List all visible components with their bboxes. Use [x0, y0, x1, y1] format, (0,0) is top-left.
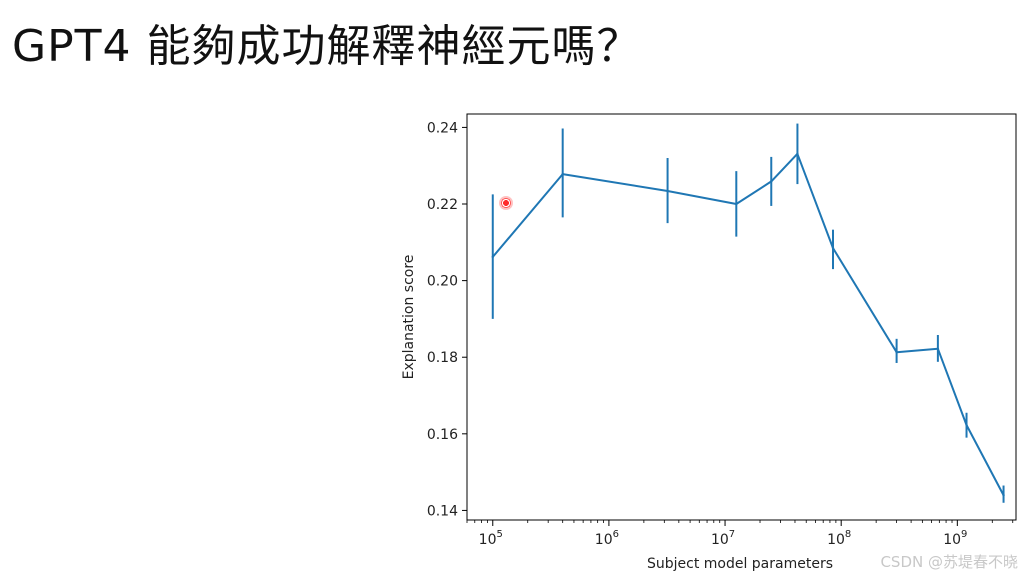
x-tick-exponent: 8	[845, 529, 851, 540]
data-point	[561, 172, 564, 176]
x-tick-exponent: 7	[729, 529, 735, 540]
x-tick-label: 105	[479, 529, 503, 548]
x-tick-exponent: 5	[496, 529, 502, 540]
data-point	[965, 423, 968, 427]
watermark: CSDN @苏堤春不晓	[880, 553, 1018, 571]
x-axis-label: Subject model parameters	[647, 556, 833, 572]
x-tick-base: 10	[827, 532, 845, 548]
x-tick-label: 108	[827, 529, 851, 548]
x-tick-label: 107	[711, 529, 735, 548]
pointer-cursor-icon	[499, 196, 513, 210]
data-point	[796, 152, 799, 156]
plot-frame	[466, 113, 1017, 521]
y-tick-label: 0.20	[427, 274, 458, 290]
x-tick-exponent: 6	[613, 529, 619, 540]
data-point	[491, 255, 494, 259]
slide-title: GPT4 能夠成功解釋神經元嗎？	[12, 21, 642, 72]
y-axis-label: Explanation score	[401, 255, 417, 380]
data-point	[770, 180, 773, 183]
x-tick-label: 106	[595, 529, 619, 548]
x-tick-label: 109	[943, 529, 967, 548]
data-point	[936, 347, 940, 350]
y-tick-label: 0.18	[427, 350, 458, 366]
data-point	[895, 351, 898, 354]
x-tick-exponent: 9	[961, 529, 967, 540]
series-line	[492, 152, 1005, 496]
data-point	[735, 202, 738, 206]
y-tick-label: 0.16	[427, 427, 458, 443]
series-layer	[491, 123, 1005, 503]
data-point	[666, 189, 669, 193]
x-axis-ticks: 105 106 107 108 109	[466, 520, 1014, 548]
data-point	[831, 246, 835, 250]
y-tick-label: 0.14	[427, 503, 458, 519]
y-tick-label: 0.22	[427, 197, 458, 213]
y-tick-label: 0.24	[427, 120, 458, 136]
data-point	[1002, 493, 1005, 497]
x-tick-base: 10	[943, 532, 961, 548]
y-axis-ticks: 0.14 0.16 0.18 0.20 0.22 0.24	[427, 120, 467, 519]
x-tick-base: 10	[479, 532, 497, 548]
x-tick-base: 10	[711, 532, 729, 548]
x-tick-base: 10	[595, 532, 613, 548]
